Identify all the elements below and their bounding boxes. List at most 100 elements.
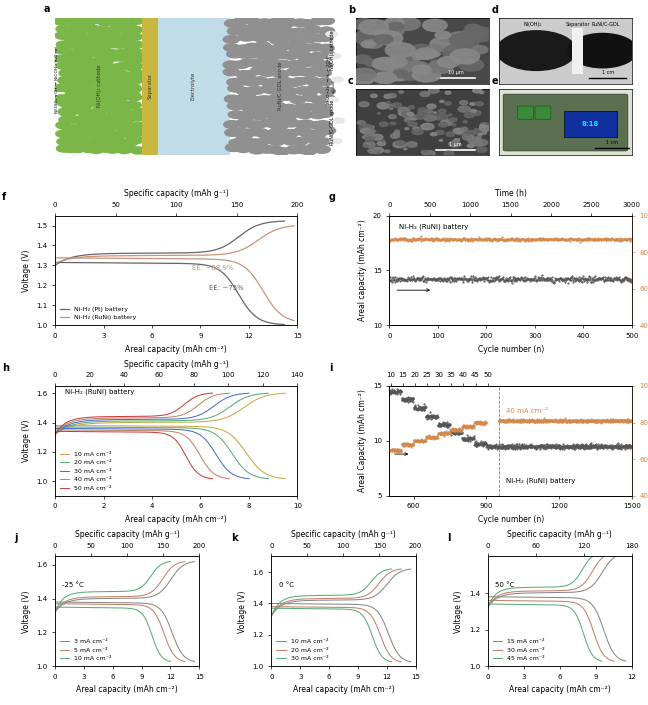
Point	[608, 275, 619, 286]
X-axis label: Areal capacity (mAh cm⁻²): Areal capacity (mAh cm⁻²)	[509, 685, 610, 694]
Point	[480, 419, 490, 430]
Point	[480, 416, 491, 427]
Circle shape	[351, 68, 376, 80]
Circle shape	[568, 33, 637, 68]
Circle shape	[88, 122, 104, 129]
Point	[544, 439, 555, 450]
Circle shape	[126, 94, 142, 101]
Point	[432, 412, 442, 424]
Point	[596, 415, 607, 427]
Circle shape	[110, 34, 124, 41]
Point	[402, 234, 412, 245]
Point	[400, 439, 411, 450]
Point	[416, 434, 426, 445]
Point	[422, 432, 432, 443]
Point	[461, 422, 471, 434]
Point	[408, 274, 419, 285]
Point	[480, 233, 490, 244]
Point	[468, 419, 478, 431]
Point	[545, 272, 555, 283]
Point	[432, 431, 442, 443]
Point	[577, 414, 587, 425]
Point	[551, 415, 561, 427]
Point	[505, 440, 515, 451]
Circle shape	[371, 94, 377, 97]
Point	[444, 427, 454, 438]
Point	[426, 431, 437, 443]
Point	[506, 415, 516, 426]
Circle shape	[428, 88, 439, 93]
Point	[402, 393, 412, 405]
Circle shape	[68, 58, 83, 65]
Point	[545, 233, 555, 245]
Point	[482, 563, 492, 575]
Circle shape	[295, 87, 311, 94]
Point	[596, 235, 606, 246]
Point	[573, 415, 584, 426]
Point	[445, 423, 456, 434]
Point	[609, 441, 619, 453]
Point	[544, 272, 555, 283]
Circle shape	[462, 49, 475, 56]
Point	[434, 427, 445, 439]
Point	[581, 415, 592, 426]
Text: c: c	[348, 76, 354, 86]
Point	[627, 234, 637, 245]
Point	[527, 415, 538, 427]
Point	[511, 440, 522, 451]
Point	[538, 416, 549, 427]
Circle shape	[66, 65, 81, 72]
Point	[597, 272, 607, 283]
Point	[409, 436, 419, 448]
Point	[620, 415, 631, 427]
Point	[516, 233, 526, 245]
Point	[599, 415, 609, 427]
Point	[478, 418, 488, 429]
Circle shape	[112, 138, 127, 146]
Text: Ni(OH)₂: Ni(OH)₂	[523, 22, 542, 27]
Circle shape	[119, 27, 134, 34]
Point	[461, 421, 472, 432]
X-axis label: Specific capacity (mAh g⁻¹): Specific capacity (mAh g⁻¹)	[124, 360, 229, 369]
Point	[481, 234, 492, 245]
Point	[571, 416, 581, 427]
Point	[523, 274, 533, 285]
Point	[529, 414, 539, 425]
Circle shape	[113, 41, 128, 48]
Point	[399, 438, 409, 449]
Point	[519, 442, 529, 453]
Point	[448, 424, 458, 436]
Point	[396, 386, 406, 397]
Point	[614, 415, 625, 427]
Circle shape	[465, 24, 481, 32]
Point	[487, 440, 498, 451]
Point	[392, 445, 402, 456]
Circle shape	[248, 19, 264, 27]
Point	[564, 442, 575, 453]
Point	[404, 275, 415, 286]
Point	[456, 427, 467, 439]
Point	[486, 563, 496, 575]
Point	[457, 273, 467, 284]
Point	[538, 415, 549, 427]
Point	[388, 386, 398, 397]
Point	[471, 417, 481, 429]
Point	[516, 441, 526, 452]
Point	[415, 401, 425, 412]
Circle shape	[424, 109, 432, 114]
Point	[607, 233, 618, 244]
Point	[467, 433, 477, 444]
Point	[579, 416, 590, 427]
Point	[586, 441, 597, 453]
Point	[599, 276, 609, 287]
Point	[555, 415, 566, 426]
Point	[563, 415, 573, 427]
Point	[406, 271, 416, 283]
Point	[608, 415, 619, 426]
Point	[486, 563, 496, 575]
Point	[452, 424, 462, 436]
Point	[488, 441, 498, 453]
Point	[432, 432, 442, 443]
Bar	[158, 18, 230, 155]
Point	[425, 431, 435, 443]
